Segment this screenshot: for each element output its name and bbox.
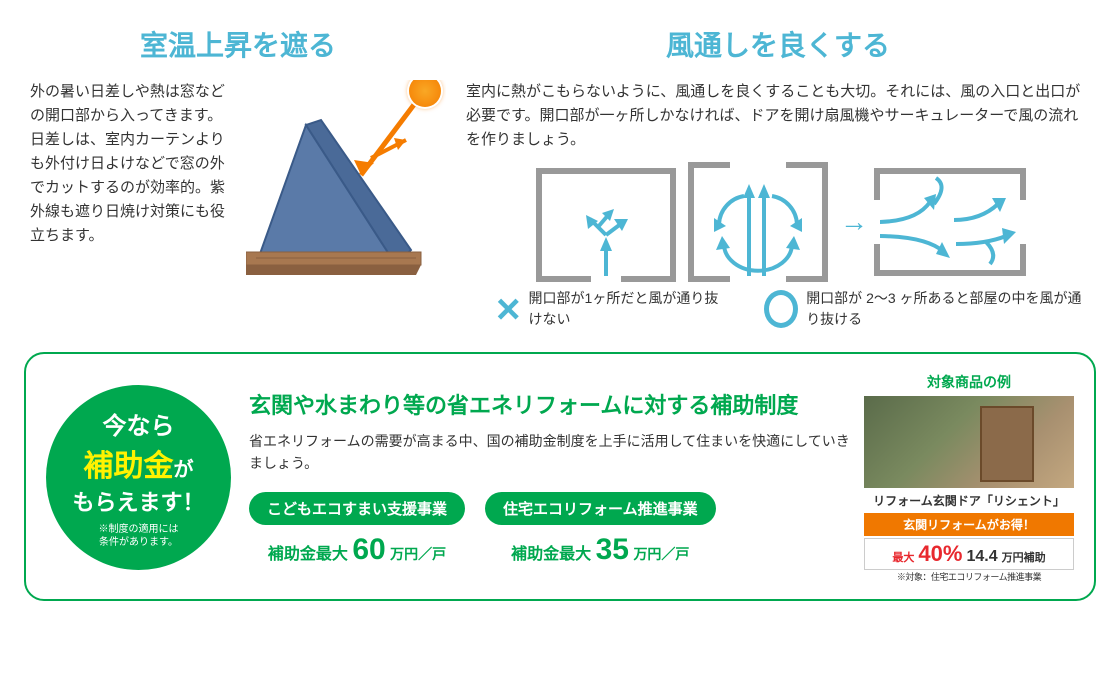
program-2: 住宅エコリフォーム推進事業 補助金最大 35 万円／戸 (485, 492, 716, 567)
program-2-amount: 補助金最大 35 万円／戸 (485, 533, 716, 567)
left-heading: 室温上昇を遮る (30, 24, 446, 64)
discount-amt-sub: 万円補助 (1002, 549, 1046, 565)
x-mark-icon: × (496, 288, 521, 330)
panel-subtitle: 省エネリフォームの需要が高まる中、国の補助金制度を上手に活用して住まいを快適にし… (249, 430, 854, 475)
circle-note: ※制度の適用には 条件があります。 (99, 523, 179, 549)
example-title: 対象商品の例 (864, 372, 1074, 392)
circle-line2: 補助金が (84, 441, 194, 485)
subsidy-panel: 今なら 補助金が もらえます！ ※制度の適用には 条件があります。 玄関や水まわ… (24, 352, 1096, 601)
airflow-diagrams: → (466, 168, 1090, 276)
program-2-unit: 万円／戸 (633, 546, 689, 562)
example-product-name: リフォーム玄関ドア「リシェント」 (864, 492, 1074, 509)
right-body-text: 室内に熱がこもらないように、風通しを良くすることも大切。それには、風の入口と出口… (466, 80, 1090, 152)
panel-center: 玄関や水まわり等の省エネリフォームに対する補助制度 省エネリフォームの需要が高ま… (249, 388, 854, 568)
circle-line3: もらえます！ (72, 485, 204, 517)
panel-title: 玄関や水まわり等の省エネリフォームに対する補助制度 (249, 388, 854, 420)
diagram-box-2 (688, 168, 828, 276)
arrow-right-icon: → (840, 206, 868, 238)
right-heading: 風通しを良くする (466, 24, 1090, 64)
program-2-num: 35 (596, 533, 629, 566)
discount-row: 最大 40% 14.4 万円補助 (864, 538, 1074, 570)
discount-label: 最大 (892, 549, 914, 565)
discount-amt: 14.4 (966, 548, 997, 566)
example-product-image (864, 396, 1074, 488)
program-1-pill: こどもエコすまい支援事業 (249, 492, 465, 525)
o-mark-icon (764, 290, 798, 328)
left-column: 室温上昇を遮る 外の暑い日差しや熱は窓などの開口部から入ってきます。日差しは、室… (30, 24, 446, 330)
program-2-pill: 住宅エコリフォーム推進事業 (485, 492, 716, 525)
program-1-prefix: 補助金最大 (268, 546, 348, 563)
diagram-box-3 (880, 168, 1020, 276)
diagram-box-1 (536, 168, 676, 276)
promo-circle-badge: 今なら 補助金が もらえます！ ※制度の適用には 条件があります。 (46, 385, 231, 570)
circle-line2-small: が (174, 459, 194, 481)
example-orange-bar: 玄関リフォームがお得！ (864, 513, 1074, 536)
diagram-captions: × 開口部が1ヶ所だと風が通り抜けない 開口部が 2～3 ヶ所あると部屋の中を風… (466, 288, 1090, 330)
program-2-prefix: 補助金最大 (511, 546, 591, 563)
right-column: 風通しを良くする 室内に熱がこもらないように、風通しを良くすることも大切。それに… (446, 24, 1090, 330)
example-product: 対象商品の例 リフォーム玄関ドア「リシェント」 玄関リフォームがお得！ 最大 4… (864, 372, 1074, 583)
awning-illustration (246, 80, 446, 290)
circle-line2-big: 補助金 (84, 450, 174, 483)
left-body-text: 外の暑い日差しや熱は窓などの開口部から入ってきます。日差しは、室内カーテンよりも… (30, 80, 230, 248)
discount-pct: 40% (918, 541, 962, 567)
circle-line1: 今なら (103, 406, 175, 441)
programs-row: こどもエコすまい支援事業 補助金最大 60 万円／戸 住宅エコリフォーム推進事業… (249, 492, 854, 567)
caption-x: × 開口部が1ヶ所だと風が通り抜けない (496, 288, 724, 330)
discount-note: ※対象：住宅エコリフォーム推進事業 (864, 570, 1074, 583)
program-1: こどもエコすまい支援事業 補助金最大 60 万円／戸 (249, 492, 465, 567)
top-section: 室温上昇を遮る 外の暑い日差しや熱は窓などの開口部から入ってきます。日差しは、室… (0, 0, 1120, 340)
caption-x-text: 開口部が1ヶ所だと風が通り抜けない (529, 288, 725, 330)
program-1-num: 60 (352, 533, 385, 566)
caption-o-text: 開口部が 2～3 ヶ所あると部屋の中を風が通り抜ける (806, 288, 1090, 330)
caption-o: 開口部が 2～3 ヶ所あると部屋の中を風が通り抜ける (764, 288, 1090, 330)
program-1-unit: 万円／戸 (390, 546, 446, 562)
program-1-amount: 補助金最大 60 万円／戸 (249, 533, 465, 567)
